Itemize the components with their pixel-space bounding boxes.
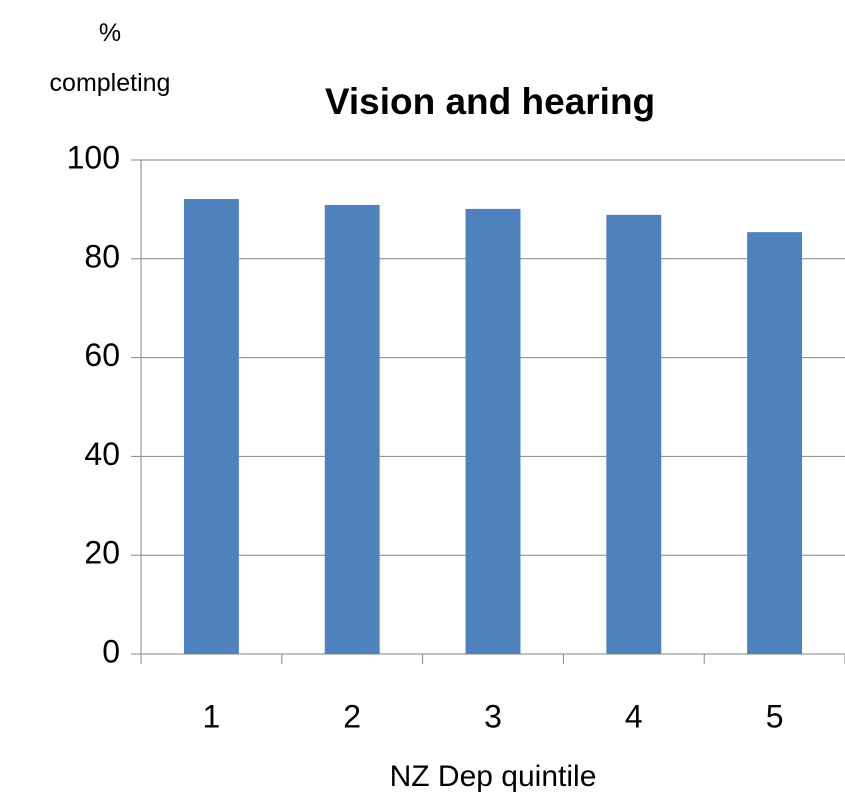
x-tick-label: 1 — [203, 698, 221, 734]
chart-title: Vision and hearing — [325, 81, 655, 122]
x-tick-label: 2 — [343, 698, 361, 734]
y-tick-label: 100 — [67, 139, 120, 175]
bar — [747, 232, 803, 654]
x-axis-label: NZ Dep quintile — [390, 760, 597, 793]
bar — [183, 199, 239, 654]
y-tick-label: 20 — [84, 535, 120, 571]
bar — [324, 204, 380, 655]
x-tick-label: 3 — [484, 698, 502, 734]
x-tick-label: 4 — [625, 698, 643, 734]
bar — [465, 208, 521, 654]
y-tick-label: 60 — [84, 337, 120, 373]
y-tick-label: 80 — [84, 238, 120, 274]
y-axis-label: % completing — [49, 19, 171, 97]
y-tick-label: 40 — [84, 436, 120, 472]
y-tick-label: 0 — [102, 633, 120, 669]
x-tick-label: 5 — [766, 698, 784, 734]
bar — [606, 214, 662, 655]
